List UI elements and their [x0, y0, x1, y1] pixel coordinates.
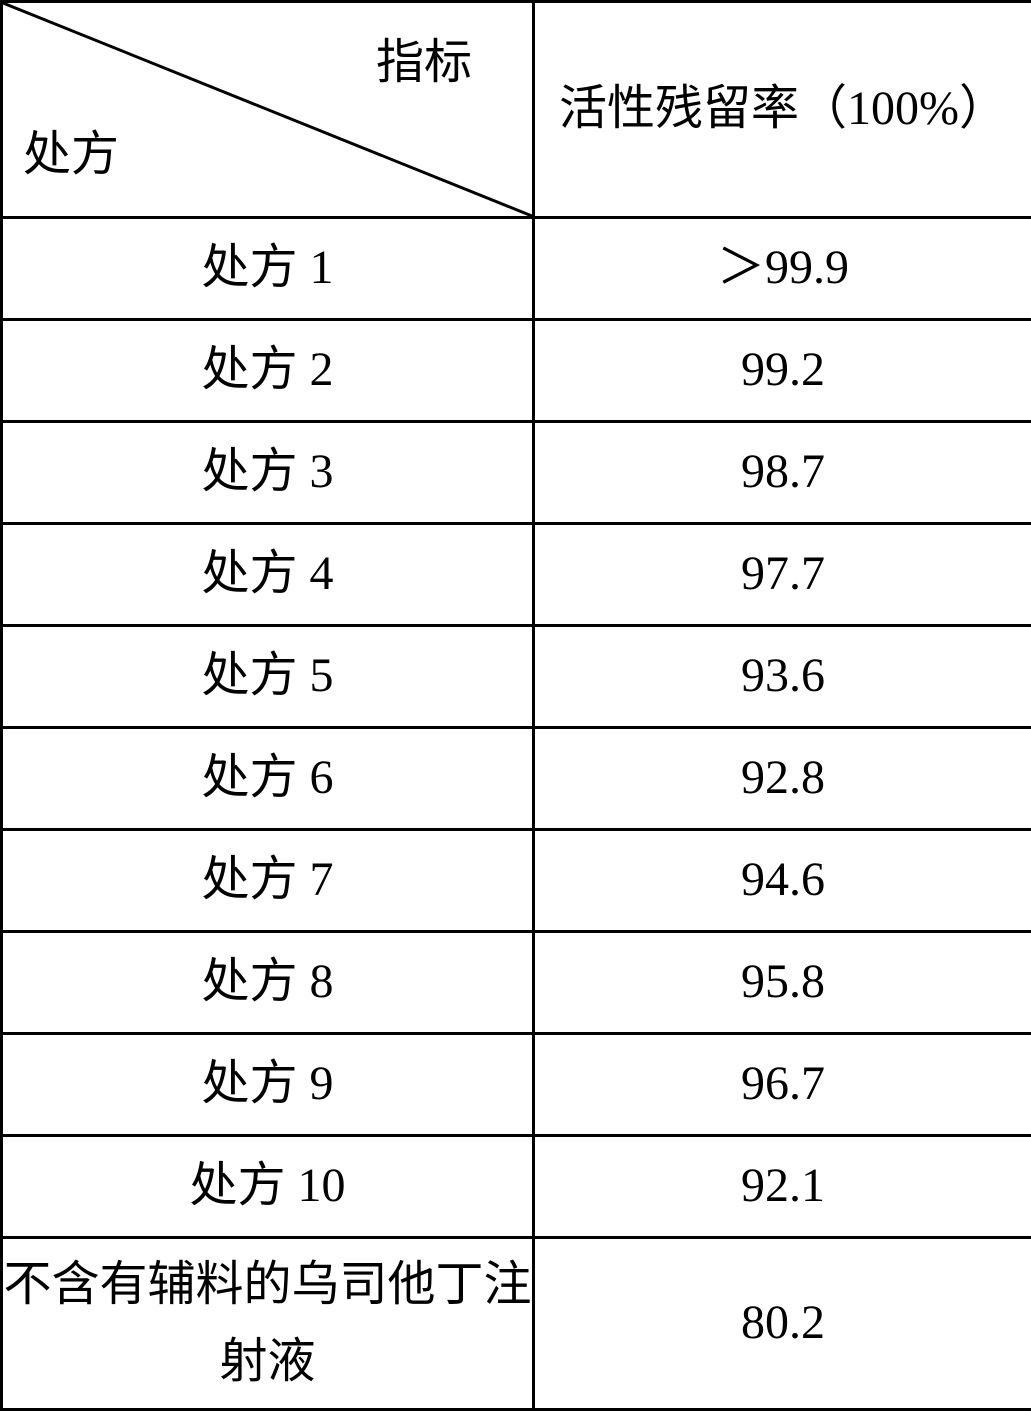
row-label: 处方 3 — [2, 422, 534, 524]
data-table: 指标 处方 活性残留率（100%） 处方 1 ＞99.9 处方 2 99.2 处… — [0, 0, 1031, 1411]
table-body: 处方 1 ＞99.9 处方 2 99.2 处方 3 98.7 处方 4 97.7… — [2, 218, 1031, 1410]
row-label: 不含有辅料的乌司他丁注射液 — [2, 1238, 534, 1410]
row-label: 处方 4 — [2, 524, 534, 626]
table-row: 处方 8 95.8 — [2, 932, 1031, 1034]
row-value: 92.8 — [534, 728, 1031, 830]
table-wrapper: 指标 处方 活性残留率（100%） 处方 1 ＞99.9 处方 2 99.2 处… — [0, 0, 1031, 1411]
row-value: ＞99.9 — [534, 218, 1031, 320]
header-row: 指标 处方 活性残留率（100%） — [2, 2, 1031, 218]
table-row: 处方 6 92.8 — [2, 728, 1031, 830]
table-row: 处方 3 98.7 — [2, 422, 1031, 524]
row-label: 处方 5 — [2, 626, 534, 728]
row-value: 80.2 — [534, 1238, 1031, 1410]
row-value: 97.7 — [534, 524, 1031, 626]
row-value: 94.6 — [534, 830, 1031, 932]
table-row: 处方 9 96.7 — [2, 1034, 1031, 1136]
header-diagonal-cell: 指标 处方 — [2, 2, 534, 218]
header-col2: 活性残留率（100%） — [534, 2, 1031, 218]
table-row: 不含有辅料的乌司他丁注射液 80.2 — [2, 1238, 1031, 1410]
header-top-label: 指标 — [376, 25, 472, 102]
table-row: 处方 2 99.2 — [2, 320, 1031, 422]
table-row: 处方 5 93.6 — [2, 626, 1031, 728]
row-value: 92.1 — [534, 1136, 1031, 1238]
row-label: 处方 9 — [2, 1034, 534, 1136]
header-bottom-label: 处方 — [23, 117, 119, 194]
row-value: 93.6 — [534, 626, 1031, 728]
table-row: 处方 10 92.1 — [2, 1136, 1031, 1238]
row-label: 处方 2 — [2, 320, 534, 422]
row-value: 96.7 — [534, 1034, 1031, 1136]
table-row: 处方 1 ＞99.9 — [2, 218, 1031, 320]
row-label: 处方 8 — [2, 932, 534, 1034]
table-row: 处方 4 97.7 — [2, 524, 1031, 626]
row-value: 95.8 — [534, 932, 1031, 1034]
table-row: 处方 7 94.6 — [2, 830, 1031, 932]
row-value: 98.7 — [534, 422, 1031, 524]
row-value: 99.2 — [534, 320, 1031, 422]
row-label: 处方 7 — [2, 830, 534, 932]
row-label: 处方 1 — [2, 218, 534, 320]
row-label: 处方 6 — [2, 728, 534, 830]
row-label: 处方 10 — [2, 1136, 534, 1238]
